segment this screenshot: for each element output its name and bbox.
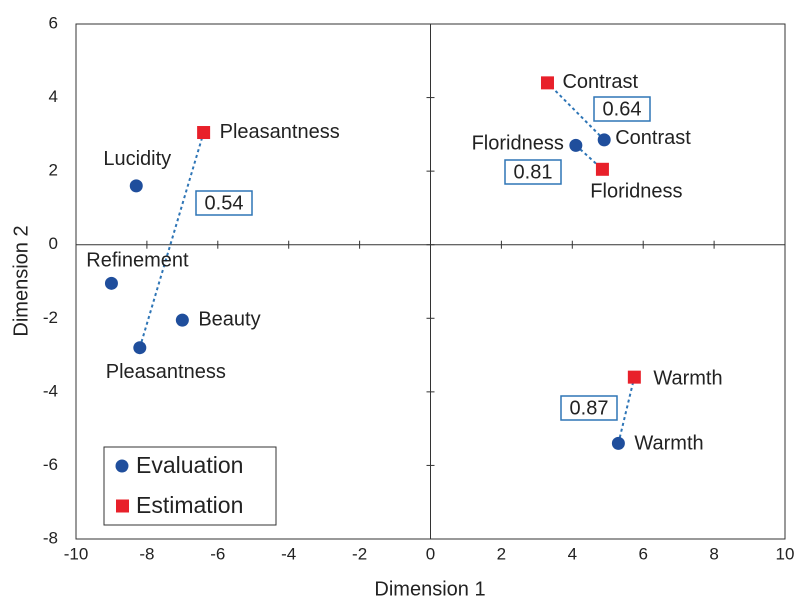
y-tick-label: -4	[43, 381, 58, 400]
x-tick-label: 2	[497, 544, 506, 563]
x-tick-label: -2	[352, 544, 367, 563]
point-label: Pleasantness	[106, 361, 226, 383]
y-tick-label: 4	[49, 87, 58, 106]
point-label: Floridness	[590, 181, 682, 203]
point	[597, 133, 611, 147]
x-tick-label: -10	[64, 544, 89, 563]
x-tick-label: 10	[776, 544, 795, 563]
y-tick-label: 0	[49, 234, 58, 253]
point-label: Floridness	[472, 133, 564, 155]
x-tick-label: 6	[638, 544, 647, 563]
y-tick-label: -8	[43, 528, 58, 547]
y-tick-label: 6	[49, 13, 58, 32]
point	[540, 76, 554, 90]
legend-label: Estimation	[136, 492, 243, 518]
legend-marker	[115, 459, 129, 473]
point-label: Refinement	[86, 250, 189, 272]
point	[175, 313, 189, 327]
point-label: Warmth	[653, 367, 722, 389]
point-label: Lucidity	[103, 148, 171, 170]
correlation-label: 0.87	[570, 397, 609, 419]
correlation-box	[195, 190, 253, 216]
correlation-box	[593, 96, 651, 122]
point	[595, 162, 609, 176]
correlation-box	[504, 159, 562, 185]
point-label: Warmth	[634, 433, 703, 455]
legend-label: Evaluation	[136, 452, 243, 478]
x-tick-label: 8	[709, 544, 718, 563]
x-axis-label: Dimension 1	[374, 578, 485, 600]
x-tick-label: -8	[139, 544, 154, 563]
point	[104, 276, 118, 290]
correlation-label: 0.54	[205, 192, 244, 214]
correlation-label: 0.81	[514, 161, 553, 183]
legend-box	[103, 446, 277, 526]
correlation-label: 0.64	[603, 98, 642, 120]
pair-line	[138, 132, 205, 348]
point-label: Beauty	[198, 308, 260, 330]
x-tick-label: -6	[210, 544, 225, 563]
point-label: Contrast	[562, 71, 638, 93]
point	[133, 341, 147, 355]
pair-line	[617, 376, 636, 444]
y-axis-label: Dimension 2	[10, 225, 32, 336]
point	[129, 179, 143, 193]
y-tick-label: -2	[43, 308, 58, 327]
x-tick-label: 0	[426, 544, 435, 563]
x-tick-label: -4	[281, 544, 296, 563]
legend-marker	[116, 499, 129, 513]
point-label: Pleasantness	[220, 121, 340, 143]
y-tick-label: -6	[43, 455, 58, 474]
point	[197, 126, 211, 140]
point	[611, 436, 625, 450]
y-tick-label: 2	[49, 161, 58, 180]
pair-line	[546, 82, 605, 141]
point-label: Contrast	[615, 127, 691, 149]
point	[569, 138, 583, 152]
point	[627, 370, 641, 384]
x-tick-label: 4	[568, 544, 577, 563]
correlation-box	[560, 395, 618, 421]
